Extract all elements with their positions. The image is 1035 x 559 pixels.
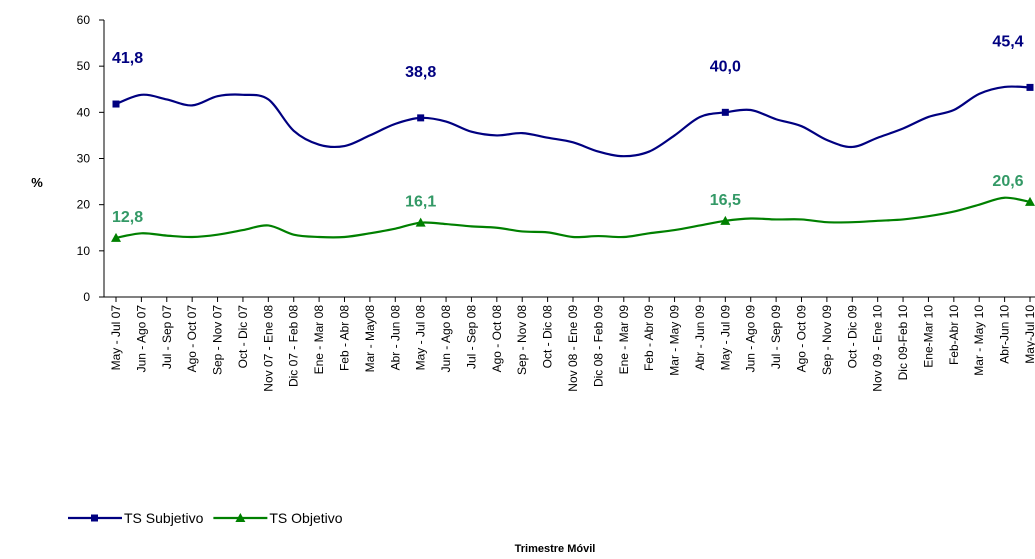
x-tick-label: Feb - Abr 08 xyxy=(338,305,352,371)
marker xyxy=(721,108,729,116)
y-tick-label: 30 xyxy=(77,152,91,166)
x-tick-label: Ago - Oct 08 xyxy=(490,305,504,373)
x-tick-label: Ago - Oct 07 xyxy=(185,305,199,373)
x-tick-label: Oct - Dic 09 xyxy=(845,305,859,369)
x-axis-label: Trimestre Móvil xyxy=(515,543,596,555)
x-tick-label: Feb - Abr 09 xyxy=(642,305,656,371)
x-tick-label: Mar - May 09 xyxy=(668,305,682,376)
y-axis-label: % xyxy=(31,175,43,190)
x-tick-label: Feb-Abr 10 xyxy=(947,305,961,365)
x-tick-label: Mar - May 10 xyxy=(972,305,986,376)
x-tick-label: Oct - Dic 07 xyxy=(236,305,250,369)
legend-marker xyxy=(91,514,98,522)
x-tick-label: Jun - Ago 08 xyxy=(439,305,453,373)
x-tick-label: Mar - May08 xyxy=(363,305,377,373)
x-tick-label: Jul - Sep 09 xyxy=(769,305,783,369)
x-tick-label: Dic 08 - Feb 09 xyxy=(591,305,605,387)
marker xyxy=(417,114,425,122)
x-tick-label: Nov 07 - Ene 08 xyxy=(261,305,275,392)
line xyxy=(115,85,1031,158)
x-tick-label: Nov 08 - Ene 09 xyxy=(566,305,580,392)
x-tick-label: May-Jul 10 xyxy=(1023,305,1035,364)
x-tick-label: May - Jul 07 xyxy=(109,305,123,371)
x-tick-label: Ene - Mar 08 xyxy=(312,305,326,375)
data-label: 45,4 xyxy=(992,33,1023,50)
x-tick-label: Ago - Oct 09 xyxy=(795,305,809,373)
marker xyxy=(1026,83,1034,91)
x-tick-label: Sep - Nov 08 xyxy=(515,305,529,375)
y-tick-label: 20 xyxy=(77,198,91,212)
y-tick-label: 0 xyxy=(83,290,90,304)
x-tick-label: Sep - Nov 09 xyxy=(820,305,834,375)
line xyxy=(115,196,1031,239)
x-tick-label: Sep - Nov 07 xyxy=(211,305,225,375)
x-tick-label: Abr - Jun 09 xyxy=(693,305,707,371)
x-tick-label: Dic 09-Feb 10 xyxy=(896,305,910,381)
x-tick-label: Abr-Jun 10 xyxy=(998,305,1012,364)
data-label: 20,6 xyxy=(992,173,1023,190)
data-label: 40,0 xyxy=(710,58,741,75)
x-tick-label: Dic 07 - Feb 08 xyxy=(287,305,301,387)
y-tick-label: 60 xyxy=(77,13,91,27)
x-tick-label: Nov 09 - Ene 10 xyxy=(871,305,885,392)
x-tick-label: Jul - Sep 08 xyxy=(464,305,478,369)
x-tick-label: Jul - Sep 07 xyxy=(160,305,174,369)
marker xyxy=(1025,196,1035,206)
legend-label: TS Objetivo xyxy=(269,510,342,526)
x-tick-label: Jun - Ago 09 xyxy=(744,305,758,373)
x-tick-label: Jun - Ago 07 xyxy=(134,305,148,373)
data-label: 16,5 xyxy=(710,192,741,209)
x-tick-label: May - Jul 09 xyxy=(718,305,732,371)
data-label: 12,8 xyxy=(112,209,143,226)
y-tick-label: 40 xyxy=(77,105,91,119)
marker xyxy=(720,215,731,225)
x-tick-label: Ene - Mar 09 xyxy=(617,305,631,375)
x-tick-label: May - Jul 08 xyxy=(414,305,428,371)
marker xyxy=(111,232,121,242)
x-tick-label: Abr - Jun 08 xyxy=(388,305,402,371)
data-label: 41,8 xyxy=(112,50,143,67)
x-tick-label: Oct - Dic 08 xyxy=(541,305,555,369)
marker xyxy=(112,100,120,108)
legend-label: TS Subjetivo xyxy=(124,510,204,526)
x-tick-label: Ene-Mar 10 xyxy=(921,305,935,368)
y-tick-label: 50 xyxy=(77,59,91,73)
marker xyxy=(415,217,426,227)
legend-marker xyxy=(235,513,246,522)
data-label: 16,1 xyxy=(405,194,436,211)
y-tick-label: 10 xyxy=(77,244,91,258)
data-label: 38,8 xyxy=(405,64,436,81)
